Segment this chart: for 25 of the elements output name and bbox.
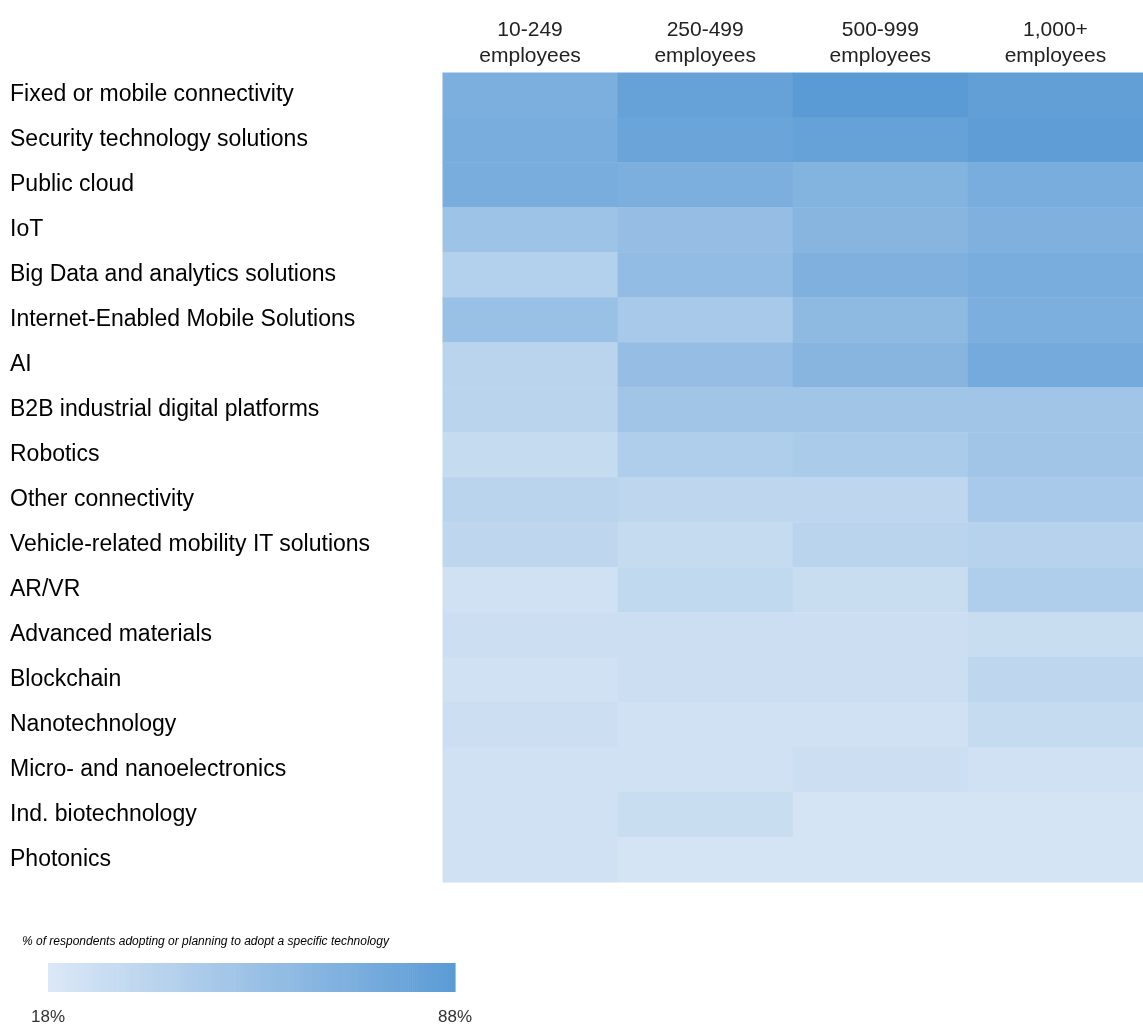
color-bar-label: 88% bbox=[437, 1007, 473, 1026]
y-tick-label: AI bbox=[10, 350, 32, 377]
color-bar-title: % of respondents adopting or planning to adopt a specific technology bbox=[22, 934, 390, 948]
y-tick-label: Other connectivity bbox=[10, 485, 195, 512]
y-tick-label: Big Data and analytics solutions bbox=[10, 260, 337, 287]
x-tick-label: 10-249 employees bbox=[479, 17, 581, 66]
y-tick-label: IoT bbox=[10, 215, 44, 242]
y-tick-label: Ind. biotechnology bbox=[10, 799, 198, 826]
color-bar-label: 18% bbox=[30, 1007, 66, 1026]
y-tick-label: B2B industrial digital platforms bbox=[10, 395, 320, 422]
y-tick-label: AR/VR bbox=[10, 574, 81, 601]
y-tick-label: Blockchain bbox=[10, 664, 122, 691]
y-tick-label: Public cloud bbox=[10, 170, 135, 197]
y-tick-label: Internet-Enabled Mobile Solutions bbox=[10, 305, 356, 332]
y-tick-label: Photonics bbox=[10, 844, 112, 871]
y-tick-label: Security technology solutions bbox=[10, 125, 308, 152]
x-tick-label: 500-999 employees bbox=[829, 17, 932, 66]
y-tick-label: Nanotechnology bbox=[10, 709, 177, 736]
x-tick-label: 1,000+ employees bbox=[1004, 17, 1107, 66]
y-tick-label: Robotics bbox=[10, 440, 100, 467]
x-tick-label: 250-499 employees bbox=[654, 17, 756, 66]
y-tick-label: Vehicle-related mobility IT solutions bbox=[10, 530, 371, 557]
y-tick-label: Fixed or mobile connectivity bbox=[10, 80, 295, 107]
y-tick-label: Advanced materials bbox=[10, 619, 212, 646]
y-tick-label: Micro- and nanoelectronics bbox=[10, 754, 287, 781]
